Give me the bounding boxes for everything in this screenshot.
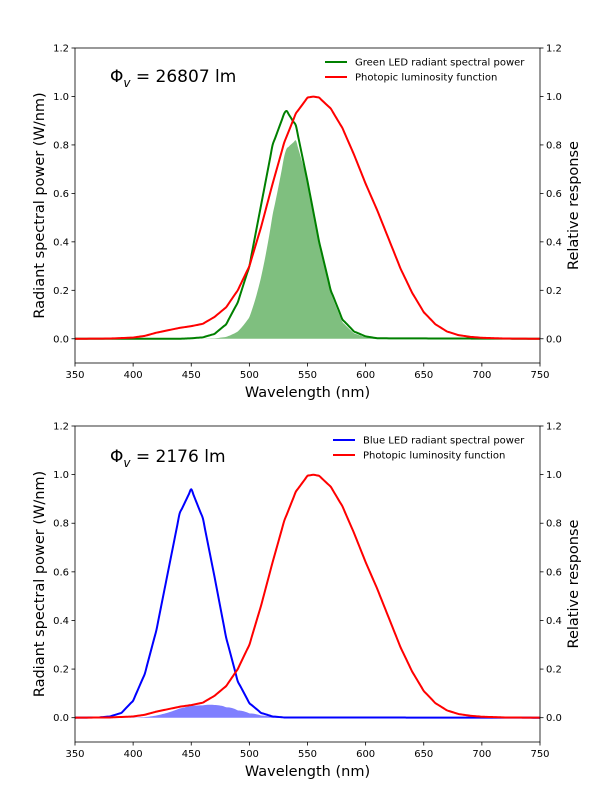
y-tick-label: 0.8 bbox=[53, 140, 69, 151]
y-tick-label: 1.0 bbox=[53, 92, 69, 103]
annotation-symbol: Φ bbox=[110, 67, 123, 87]
y-right-tick-label: 0.6 bbox=[546, 567, 562, 578]
legend: Blue LED radiant spectral power Photopic … bbox=[333, 436, 525, 462]
y-right-tick-label: 0.8 bbox=[546, 519, 562, 530]
x-tick-label: 400 bbox=[124, 749, 143, 760]
x-tick-label: 450 bbox=[182, 370, 201, 381]
y-tick-label: 0.2 bbox=[53, 665, 69, 676]
legend-label: Blue LED radiant spectral power bbox=[363, 436, 525, 447]
y-axis-label: Radiant spectral power (W/nm) bbox=[32, 471, 48, 697]
y-right-tick-label: 0.8 bbox=[546, 140, 562, 151]
filled-product-area bbox=[75, 140, 540, 339]
x-tick-label: 400 bbox=[124, 370, 143, 381]
y-right-tick-label: 1.2 bbox=[546, 44, 562, 55]
y-axis-label: Radiant spectral power (W/nm) bbox=[32, 92, 48, 318]
series-line-1 bbox=[74, 488, 540, 719]
annotation-value: = 26807 lm bbox=[131, 67, 237, 87]
series-line-2 bbox=[74, 473, 541, 719]
x-tick-label: 550 bbox=[298, 370, 317, 381]
x-tick-label: 750 bbox=[530, 749, 549, 760]
y-tick-label: 1.0 bbox=[53, 470, 69, 481]
y-right-tick-label: 0.0 bbox=[546, 334, 562, 345]
y-tick-label: 0.0 bbox=[53, 713, 69, 724]
series-line-1 bbox=[74, 109, 541, 340]
legend-label: Photopic luminosity function bbox=[355, 73, 497, 84]
y-right-tick-label: 0.2 bbox=[546, 286, 562, 297]
y-tick-label: 1.2 bbox=[53, 44, 69, 55]
x-tick-label: 500 bbox=[240, 370, 259, 381]
x-tick-label: 550 bbox=[298, 749, 317, 760]
y-tick-label: 1.2 bbox=[53, 422, 69, 433]
y-right-tick-label: 1.0 bbox=[546, 470, 562, 481]
x-tick-label: 450 bbox=[182, 749, 201, 760]
x-tick-label: 600 bbox=[356, 370, 375, 381]
luminous-flux-annotation: Φv = 26807 lm bbox=[110, 67, 236, 90]
y-right-tick-label: 0.4 bbox=[546, 616, 562, 627]
x-tick-label: 350 bbox=[65, 370, 84, 381]
annotation-value: = 2176 lm bbox=[131, 447, 226, 467]
y-right-tick-label: 1.0 bbox=[546, 92, 562, 103]
x-tick-label: 350 bbox=[65, 749, 84, 760]
legend: Green LED radiant spectral power Photopic… bbox=[325, 58, 525, 84]
x-tick-label: 650 bbox=[414, 370, 433, 381]
chart-1: 350 400 450 500 550 600 650 700 750 0.0 0.2 0.4 0.6 0… bbox=[32, 44, 582, 402]
x-tick-label: 600 bbox=[356, 749, 375, 760]
series-line-2 bbox=[74, 95, 541, 340]
filled-product-area bbox=[75, 704, 540, 718]
y-tick-label: 0.0 bbox=[53, 334, 69, 345]
x-axis-label: Wavelength (nm) bbox=[245, 385, 370, 401]
y-right-tick-label: 0.4 bbox=[546, 237, 562, 248]
y-tick-label: 0.8 bbox=[53, 519, 69, 530]
x-tick-label: 500 bbox=[240, 749, 259, 760]
y-tick-label: 0.2 bbox=[53, 286, 69, 297]
chart-2: 350 400 450 500 550 600 650 700 750 0.0 0.2 0.4 0.6 0… bbox=[32, 422, 582, 781]
x-axis-label: Wavelength (nm) bbox=[245, 764, 370, 780]
y-tick-label: 0.6 bbox=[53, 189, 69, 200]
y-right-tick-label: 0.0 bbox=[546, 713, 562, 724]
y-right-tick-label: 0.6 bbox=[546, 189, 562, 200]
x-tick-label: 700 bbox=[472, 749, 491, 760]
y-right-axis-label: Relative response bbox=[566, 141, 582, 270]
y-tick-label: 0.6 bbox=[53, 567, 69, 578]
annotation-symbol: Φ bbox=[110, 447, 123, 467]
legend-label: Photopic luminosity function bbox=[363, 451, 505, 462]
axes-frame bbox=[74, 425, 541, 743]
annotation-subscript: v bbox=[123, 456, 131, 470]
y-tick-label: 0.4 bbox=[53, 237, 69, 248]
y-right-tick-label: 0.2 bbox=[546, 665, 562, 676]
annotation-subscript: v bbox=[123, 76, 131, 90]
x-tick-label: 700 bbox=[472, 370, 491, 381]
luminous-flux-annotation: Φv = 2176 lm bbox=[110, 447, 226, 470]
y-right-axis-label: Relative response bbox=[566, 519, 582, 648]
x-tick-label: 650 bbox=[414, 749, 433, 760]
y-tick-label: 0.4 bbox=[53, 616, 69, 627]
y-right-tick-label: 1.2 bbox=[546, 422, 562, 433]
legend-label: Green LED radiant spectral power bbox=[355, 58, 525, 69]
x-tick-label: 750 bbox=[530, 370, 549, 381]
